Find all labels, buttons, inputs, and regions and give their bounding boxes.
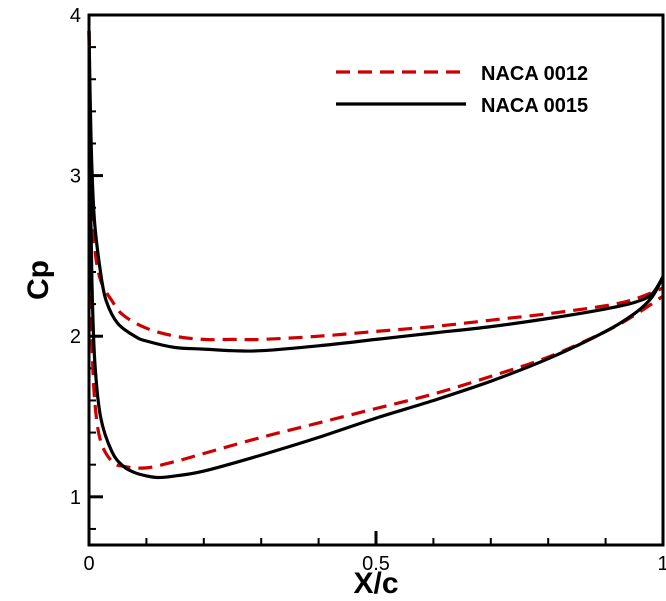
tick-labels: 0 0.5 1 1 2 3 4	[70, 5, 666, 575]
legend: NACA 0012 NACA 0015	[336, 63, 588, 117]
plot-curves	[87, 31, 665, 480]
y-tick-label: 2	[70, 326, 81, 348]
x-axis-title: X/c	[353, 567, 398, 600]
plot-frame	[87, 13, 665, 547]
y-tick-label: 3	[70, 166, 81, 188]
y-axis-title: Cp	[22, 260, 55, 300]
series-line-naca-0015-lower-surface	[87, 31, 665, 480]
series-line-naca-0015-upper-surface	[87, 31, 665, 353]
y-tick-label: 4	[70, 5, 81, 27]
series-line-naca-0012-upper-surface	[87, 31, 664, 342]
x-tick-label: 0	[83, 553, 94, 575]
legend-label-naca-0015: NACA 0015	[481, 95, 588, 117]
x-tick-label: 0.5	[362, 553, 390, 575]
series-line-naca-0012-lower-surface	[87, 31, 664, 470]
x-tick-label: 1	[657, 553, 666, 575]
legend-label-naca-0012: NACA 0012	[481, 63, 588, 85]
y-tick-label: 1	[70, 487, 81, 509]
